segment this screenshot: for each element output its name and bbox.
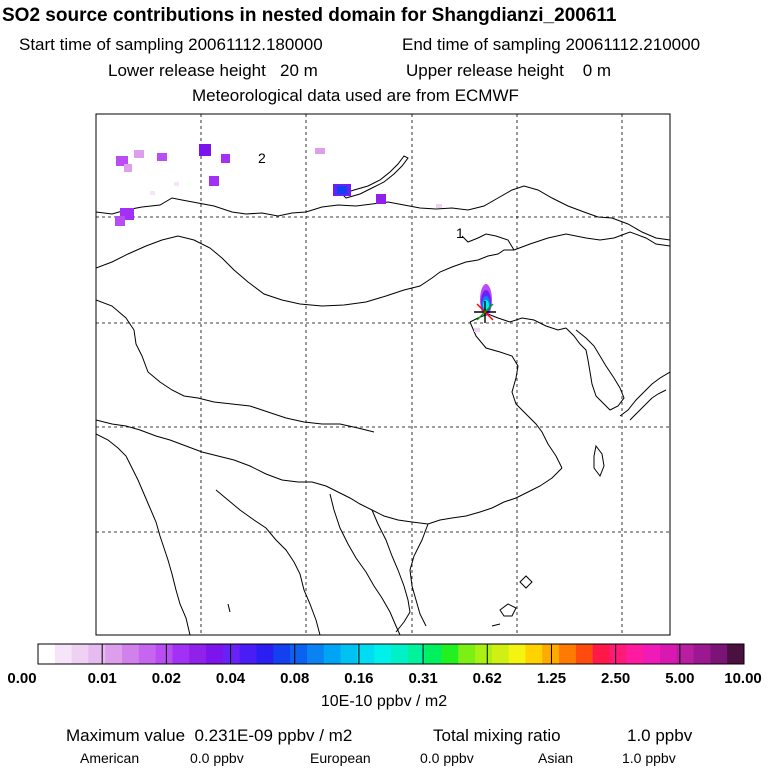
- colorbar-swatch: [88, 644, 106, 664]
- colorbar-tick-label: 10.00: [724, 670, 762, 687]
- grid-lines: [96, 114, 670, 635]
- colorbar-tick-label: 0.04: [215, 670, 246, 687]
- colorbar-tick-label: 5.00: [665, 670, 695, 687]
- colorbar-swatch: [273, 644, 291, 664]
- colorbar-swatch: [256, 644, 274, 664]
- colorbar-tick-label: 0.16: [344, 670, 374, 687]
- start-time: Start time of sampling 20061112.180000: [19, 35, 323, 54]
- colorbar-swatch: [222, 644, 241, 664]
- colorbar-swatch: [306, 644, 325, 664]
- colorbar-swatch: [407, 644, 426, 664]
- colorbar-tick-label: 0.00: [7, 670, 37, 687]
- colorbar-swatch: [643, 644, 661, 664]
- colorbar-swatch: [458, 644, 476, 664]
- colorbar-swatch: [508, 644, 526, 664]
- colorbar-swatch: [592, 644, 611, 664]
- colorbar-swatch: [693, 644, 711, 664]
- colorbar-tick-label: 0.08: [280, 670, 310, 687]
- colorbar-swatch: [475, 644, 493, 664]
- colorbar-swatch: [357, 644, 375, 664]
- met-data-note: Meteorological data used are from ECMWF: [192, 86, 519, 105]
- colorbar-swatch: [441, 644, 459, 664]
- station-star-icon: [474, 301, 496, 323]
- colorbar-tick-label: 1.25: [536, 670, 567, 687]
- colorbar-swatch: [525, 644, 543, 664]
- colorbar-swatch: [138, 644, 157, 664]
- colorbar-tick-label: 2.50: [601, 670, 631, 687]
- lower-release-height: Lower release height 20 m: [108, 61, 318, 80]
- colorbar-swatch: [71, 644, 89, 664]
- colorbar-swatch: [239, 644, 258, 664]
- total-mixing-value: 1.0 ppbv: [627, 726, 693, 745]
- total-mixing-label: Total mixing ratio: [433, 726, 561, 745]
- colorbar-swatch: [38, 644, 56, 664]
- upper-release-height: Upper release height 0 m: [406, 61, 612, 80]
- colorbar-swatch: [189, 644, 207, 664]
- colorbar-tick-label: 0.02: [151, 670, 181, 687]
- colorbar-swatch: [609, 644, 627, 664]
- colorbar-frame: [37, 643, 745, 665]
- colorbar-swatch: [105, 644, 123, 664]
- colorbar-swatch: [491, 644, 510, 664]
- colorbar: [37, 643, 745, 665]
- american-value: 0.0 ppbv: [190, 750, 244, 766]
- colorbar-swatch: [54, 644, 73, 664]
- colorbar-tick-label: 0.31: [408, 670, 438, 687]
- colorbar-swatch: [290, 644, 308, 664]
- colorbar-swatch: [626, 644, 644, 664]
- colorbar-swatch: [206, 644, 224, 664]
- plot-title: SO2 source contributions in nested domai…: [2, 5, 617, 26]
- contour-label-1: 1: [456, 225, 464, 241]
- asian-value: 1.0 ppbv: [622, 750, 676, 766]
- european-value: 0.0 ppbv: [420, 750, 474, 766]
- colorbar-swatch: [391, 644, 409, 664]
- colorbar-swatch: [323, 644, 342, 664]
- contour-label-2: 2: [258, 150, 266, 166]
- colorbar-swatch: [340, 644, 358, 664]
- asian-label: Asian: [538, 750, 574, 766]
- american-label: American: [80, 750, 140, 766]
- colorbar-tick-label: 0.62: [472, 670, 502, 687]
- concentration-patches: [115, 144, 492, 332]
- colorbar-tick-label: 0.01: [87, 670, 117, 687]
- max-value: Maximum value 0.231E-09 ppbv / m2: [66, 726, 353, 745]
- colorbar-swatch: [172, 644, 190, 664]
- colorbar-swatch: [659, 644, 678, 664]
- colorbar-units: 10E-10 ppbv / m2: [320, 693, 448, 710]
- european-label: European: [310, 750, 371, 766]
- colorbar-swatch: [559, 644, 577, 664]
- colorbar-swatch: [374, 644, 392, 664]
- colorbar-swatch: [727, 644, 745, 664]
- colorbar-swatch: [424, 644, 442, 664]
- end-time: End time of sampling 20061112.210000: [402, 35, 701, 54]
- coastlines: [96, 155, 670, 635]
- colorbar-swatch: [542, 644, 560, 664]
- map-frame: [95, 113, 671, 636]
- colorbar-swatch: [155, 644, 173, 664]
- colorbar-swatch: [676, 644, 695, 664]
- map-area: [96, 114, 670, 635]
- colorbar-swatch: [122, 644, 140, 664]
- colorbar-swatch: [575, 644, 594, 664]
- colorbar-swatch: [710, 644, 728, 664]
